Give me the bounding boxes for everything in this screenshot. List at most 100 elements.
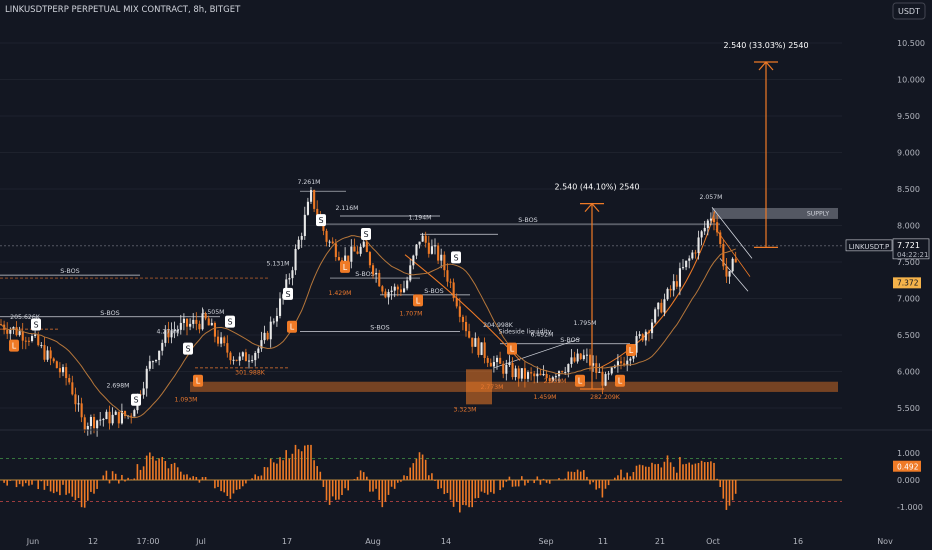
candle-body <box>530 372 533 374</box>
candle-body <box>303 214 306 237</box>
candle-body <box>96 420 99 429</box>
osc-bar <box>300 451 303 480</box>
osc-bar <box>189 477 191 480</box>
osc-bar <box>71 480 74 497</box>
candle-body <box>217 336 220 344</box>
osc-bar <box>397 480 399 483</box>
symbol-tag-label: LINKUSDT.P <box>849 243 889 251</box>
osc-bar <box>34 480 36 481</box>
osc-bar <box>102 475 105 480</box>
osc-bar <box>421 454 424 480</box>
osc-bar <box>586 476 588 480</box>
candle-body <box>46 350 49 360</box>
candle-body <box>362 241 365 247</box>
time-tick-label: 11 <box>598 537 608 546</box>
osc-bar <box>685 463 687 480</box>
candle-body <box>167 329 170 338</box>
supply-zone <box>712 207 838 219</box>
candle-body <box>616 361 619 366</box>
osc-bar <box>6 480 8 486</box>
osc-bar <box>319 471 322 480</box>
currency-button-label[interactable]: USDT <box>898 7 920 16</box>
osc-bar <box>338 480 340 500</box>
candle-body <box>660 302 663 313</box>
candle-body <box>486 357 489 363</box>
osc-bar <box>400 480 402 482</box>
osc-bar <box>18 480 21 485</box>
osc-bar <box>589 480 591 485</box>
signal-tag <box>9 339 19 352</box>
osc-bar <box>276 463 278 480</box>
volume-label: 7.261M <box>297 179 320 186</box>
candle-body <box>672 281 675 291</box>
osc-bar <box>384 480 387 502</box>
osc-bar <box>443 480 446 495</box>
volume-label: 1.093M <box>174 396 197 403</box>
candle-body <box>514 368 517 378</box>
osc-bar <box>356 476 359 480</box>
candle-body <box>403 288 406 293</box>
osc-bar <box>288 458 291 480</box>
candle-body <box>15 327 18 336</box>
signal-tag <box>31 318 41 331</box>
candle-body <box>598 371 601 373</box>
osc-bar <box>629 476 632 480</box>
osc-bar <box>15 480 18 488</box>
candle-body <box>328 241 331 243</box>
candle-body <box>316 208 319 216</box>
currency-button[interactable] <box>892 2 926 20</box>
osc-bar <box>691 464 694 480</box>
osc-bar <box>406 476 408 480</box>
osc-bar <box>573 472 576 480</box>
osc-bar <box>449 480 452 500</box>
candle-body <box>71 382 74 395</box>
osc-bar <box>80 480 83 508</box>
signal-tag-label: L <box>510 345 515 354</box>
osc-bar <box>431 473 433 480</box>
candle-body <box>179 322 182 330</box>
time-axis[interactable]: Jun 12 17:00 Jul 17 Aug 14 Sep 11 21 Oct 16 Nov <box>26 537 893 546</box>
time-tick-label: 17 <box>282 537 292 546</box>
candle-body <box>409 265 412 281</box>
osc-bar <box>136 464 139 480</box>
price-axis[interactable]: 10.500 10.000 9.500 9.000 8.500 8.000 7.500 7.0… <box>845 39 930 413</box>
osc-bar <box>372 480 374 492</box>
osc-bar <box>3 480 5 483</box>
candle-body <box>176 329 179 331</box>
candle-body <box>728 271 731 277</box>
osc-bar <box>601 480 604 498</box>
price-tick-label: 10.500 <box>897 39 925 48</box>
candle-body <box>353 246 356 252</box>
candle-body <box>344 255 347 262</box>
candle-body <box>24 340 27 342</box>
candle-body <box>254 352 257 361</box>
osc-bar <box>294 444 297 480</box>
osc-bar <box>229 480 232 499</box>
candle-body <box>306 201 309 215</box>
osc-bar <box>722 480 725 499</box>
volume-label: 282.209K <box>590 394 621 401</box>
candle-body <box>151 361 154 363</box>
osc-bar <box>118 480 120 484</box>
price-tick-label: 9.000 <box>897 149 920 158</box>
osc-bar <box>707 461 709 480</box>
osc-bar <box>304 445 306 480</box>
supply-zone-label: SUPPLY <box>807 210 830 217</box>
candle-body <box>474 338 477 347</box>
osc-bar <box>505 480 508 482</box>
zones: SUPPLY <box>190 207 838 405</box>
volume-label: 1.707M <box>399 310 422 317</box>
osc-bar <box>703 462 706 480</box>
volume-label: 2.773M <box>480 384 503 391</box>
osc-bar <box>214 480 216 489</box>
osc-bar <box>328 480 331 505</box>
osc-bar <box>623 477 625 480</box>
osc-bar <box>381 480 384 508</box>
volume-label: 2.057M <box>699 194 722 201</box>
osc-bar <box>579 471 582 480</box>
osc-bar <box>297 449 300 480</box>
candle-body <box>688 258 691 261</box>
volume-label: 4.276M <box>156 329 179 336</box>
candle-body <box>579 353 582 360</box>
